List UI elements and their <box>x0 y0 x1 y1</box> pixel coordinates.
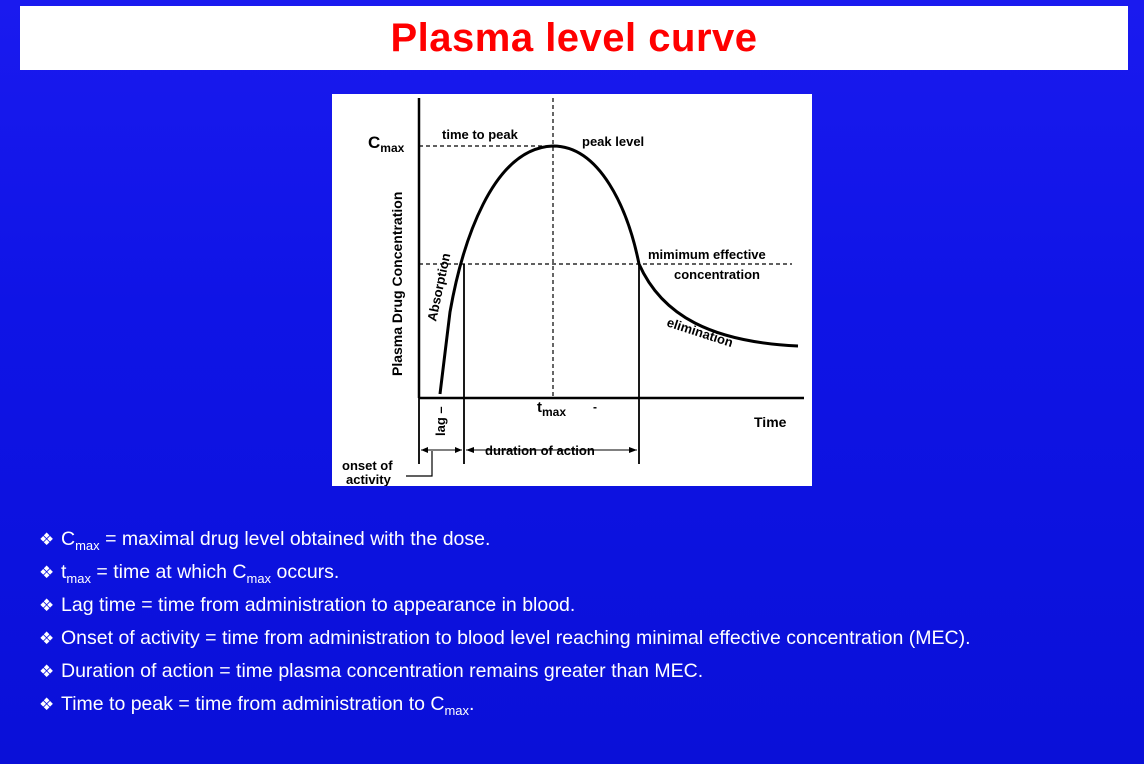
definition-text: = time at which C <box>90 561 247 583</box>
onset-bracket <box>406 451 433 477</box>
definition-subscript: max <box>75 537 100 553</box>
definition-text: . <box>469 693 475 715</box>
plasma-curve <box>438 144 799 395</box>
time-to-peak-label: time to peak <box>442 127 519 142</box>
lag-label: lag – <box>433 406 448 436</box>
y-axis-label: Plasma Drug Concentration <box>389 192 405 376</box>
mec-label-line1: mimimum effective <box>648 247 766 262</box>
definition-text: t <box>61 561 67 583</box>
elimination-label: elimination <box>665 315 735 350</box>
definition-text: Lag time = time from administration to a… <box>61 594 576 616</box>
onset-arrow-left <box>421 447 428 453</box>
plasma-level-diagram: Cmax time to peak peak level mimimum eff… <box>342 98 804 486</box>
definition-subscript: max <box>66 570 91 586</box>
bullet-diamond-icon: ❖ <box>39 530 55 549</box>
bullet-diamond-icon: ❖ <box>39 695 55 714</box>
duration-arrow-right <box>629 447 637 453</box>
definition-subscript: max <box>246 570 272 586</box>
bullet-diamond-icon: ❖ <box>39 629 55 648</box>
definition-item: ❖ Lag time = time from administration to … <box>39 594 1120 617</box>
mec-label-line2: concentration <box>674 267 760 282</box>
definition-text: C <box>61 528 76 550</box>
bullet-diamond-icon: ❖ <box>39 662 55 681</box>
definition-subscript: max <box>444 702 470 718</box>
tmax-label: tmax <box>537 399 566 419</box>
duration-label: duration of action <box>485 443 595 458</box>
definition-item: ❖ Time to peak = time from administration… <box>39 693 1120 718</box>
definition-item: ❖ Cmax = maximal drug level obtained with… <box>39 528 1120 553</box>
onset-arrow-right <box>455 447 462 453</box>
duration-arrow-left <box>466 447 474 453</box>
bullet-diamond-icon: ❖ <box>39 563 55 582</box>
definition-text: = maximal drug level obtained with the d… <box>99 528 491 550</box>
definition-text: Time to peak = time from administration … <box>61 693 445 715</box>
peak-level-label: peak level <box>582 134 644 149</box>
definition-text: Onset of activity = time from administra… <box>61 627 971 649</box>
plasma-level-figure: Cmax time to peak peak level mimimum eff… <box>332 94 812 486</box>
definition-item: ❖ Onset of activity = time from administr… <box>39 627 1120 650</box>
title-bar: Plasma level curve <box>20 6 1128 70</box>
definition-text: occurs. <box>271 561 340 583</box>
cmax-label: Cmax <box>368 133 405 155</box>
bullet-diamond-icon: ❖ <box>39 596 55 615</box>
onset-label-line2: activity <box>346 472 392 486</box>
tmax-extra-mark: - <box>593 400 597 414</box>
page-title: Plasma level curve <box>390 15 758 60</box>
definition-list: ❖ Cmax = maximal drug level obtained with… <box>39 528 1120 726</box>
definition-item: ❖ Duration of action = time plasma concen… <box>39 660 1120 683</box>
x-axis-label: Time <box>754 414 787 430</box>
onset-label-line1: onset of <box>342 458 393 473</box>
definition-text: Duration of action = time plasma concent… <box>61 660 704 682</box>
definition-item: ❖ tmax = time at which Cmax occurs. <box>39 561 1120 586</box>
